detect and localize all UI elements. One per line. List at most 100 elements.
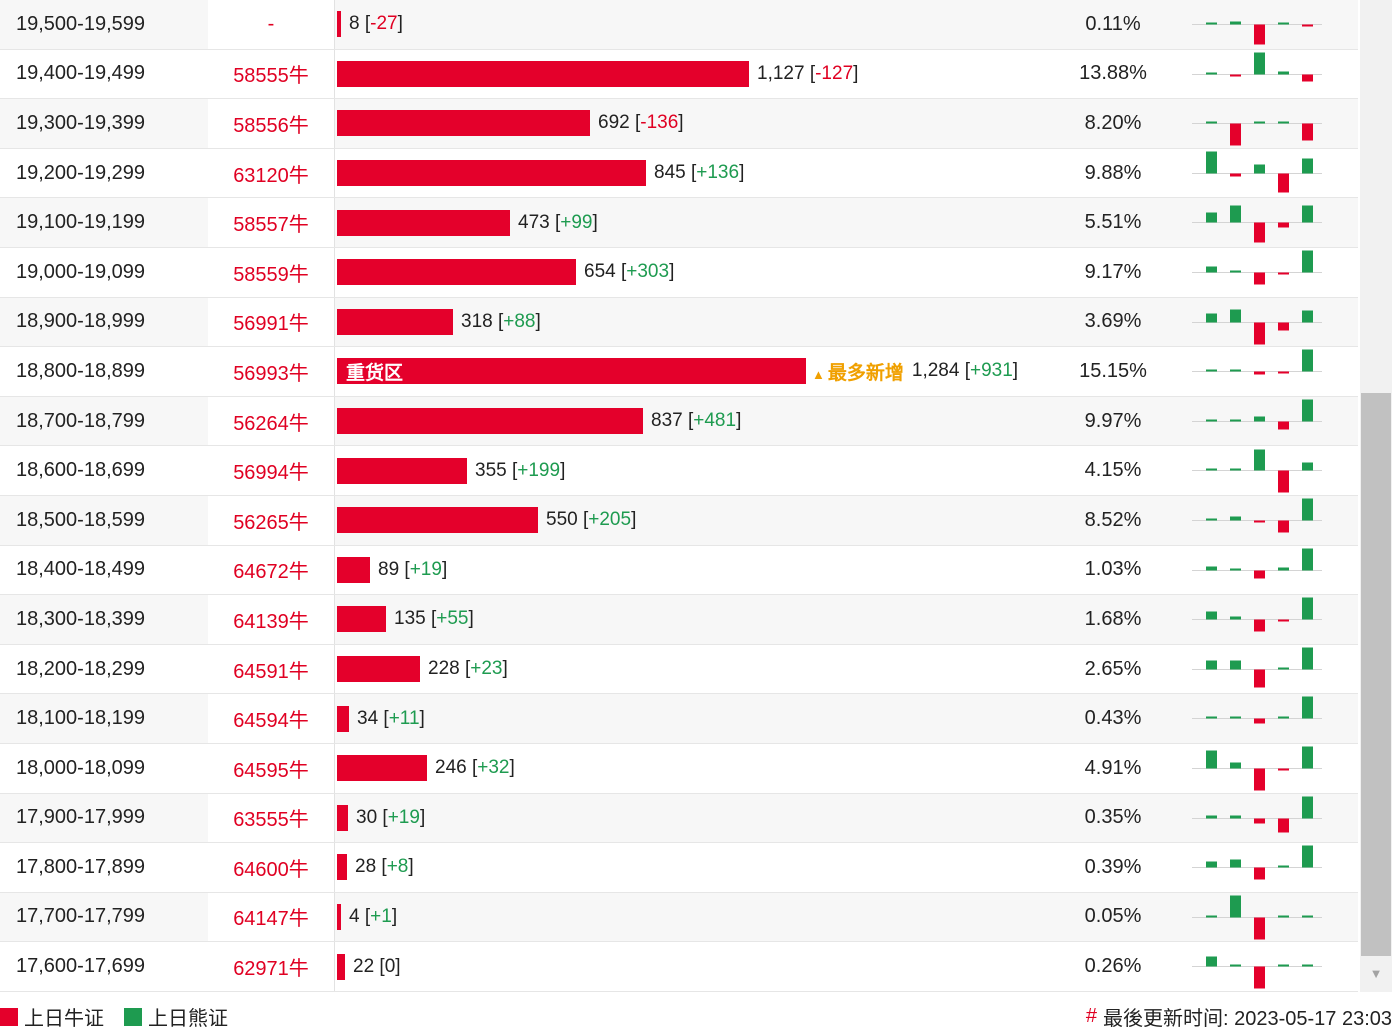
- warrant-code-link[interactable]: 64594牛: [208, 694, 335, 743]
- volume-bar: [337, 854, 347, 881]
- warrant-code-link[interactable]: 63555牛: [208, 793, 335, 843]
- bar-cell: 135 [+55]: [337, 595, 474, 644]
- volume-change: +303: [626, 261, 670, 283]
- sparkline-bar: [1302, 915, 1313, 918]
- table-row: 18,300-18,399 64139牛 135 [+55] 1.68%: [0, 595, 1358, 645]
- sparkline-bar: [1206, 716, 1217, 719]
- sparkline-bar: [1302, 548, 1313, 571]
- strike-range: 18,500-18,599: [16, 508, 146, 531]
- strike-range: 17,600-17,699: [16, 955, 146, 978]
- volume-value: 318 [+88]: [461, 310, 541, 332]
- percentage: 9.97%: [1084, 409, 1142, 432]
- sparkline-bar: [1254, 121, 1265, 124]
- strike-range: 19,000-19,099: [16, 260, 146, 283]
- percentage: 8.20%: [1084, 111, 1142, 134]
- sparkline-bar: [1230, 660, 1241, 670]
- sparkline-bar: [1302, 349, 1313, 372]
- warrant-code-link[interactable]: 58556牛: [208, 99, 335, 148]
- sparkline-bar: [1206, 212, 1217, 223]
- warrant-code-link[interactable]: 64672牛: [208, 545, 335, 595]
- sparkline-bar: [1206, 121, 1217, 124]
- volume-value: 692 [-136]: [598, 112, 684, 134]
- sparkline-bar: [1302, 24, 1313, 27]
- volume-bar: [337, 110, 590, 137]
- sparkline-bar: [1278, 567, 1289, 571]
- warrant-code-link[interactable]: 56265牛: [208, 495, 335, 545]
- history-sparkline: [1192, 597, 1322, 632]
- volume-bar: [337, 11, 341, 38]
- sparkline-bar: [1278, 470, 1289, 493]
- warrant-code-link[interactable]: 56991牛: [208, 297, 335, 347]
- strike-range: 19,500-19,599: [16, 12, 146, 35]
- scrollbar-thumb[interactable]: [1361, 393, 1391, 956]
- sparkline-bar: [1206, 915, 1217, 918]
- percentage: 0.11%: [1085, 12, 1141, 35]
- sparkline-bar: [1206, 611, 1217, 620]
- heavy-zone-label: 重货区: [346, 362, 404, 384]
- volume-number: 30: [356, 806, 378, 828]
- volume-number: 1,284: [911, 360, 960, 382]
- sparkline-bar: [1230, 964, 1241, 967]
- sparkline-bar: [1206, 72, 1217, 75]
- history-sparkline: [1192, 796, 1322, 832]
- volume-bar: [337, 308, 453, 335]
- volume-value: 228 [+23]: [428, 658, 508, 680]
- sparkline-bar: [1302, 746, 1313, 769]
- sparkline-bar: [1302, 498, 1313, 521]
- sparkline-bar: [1206, 660, 1217, 670]
- warrant-code-link[interactable]: -: [208, 0, 335, 49]
- warrant-code-link[interactable]: 56264牛: [208, 396, 335, 446]
- warrant-code-link[interactable]: 63120牛: [208, 148, 335, 198]
- sparkline-bar: [1278, 173, 1289, 193]
- warrant-code-link[interactable]: 64139牛: [208, 595, 335, 644]
- volume-change: +88: [503, 310, 536, 332]
- vertical-scrollbar[interactable]: [1360, 0, 1392, 992]
- sparkline-bar: [1254, 520, 1265, 523]
- sparkline-bar: [1230, 716, 1241, 719]
- volume-number: 246: [435, 757, 467, 779]
- table-row: 19,000-19,099 58559牛 654 [+303] 9.17%: [0, 247, 1358, 298]
- table-row: 18,700-18,799 56264牛 837 [+481] 9.97%: [0, 396, 1358, 447]
- table-row: 17,600-17,699 62971牛 22 [0] 0.26%: [0, 942, 1358, 992]
- percentage: 5.51%: [1084, 211, 1142, 234]
- volume-bar: [337, 507, 538, 534]
- sparkline-bar: [1206, 419, 1217, 422]
- bar-cell: 1,127 [-127]: [337, 50, 858, 99]
- warrant-code-link[interactable]: 64591牛: [208, 644, 335, 694]
- history-sparkline: [1192, 52, 1322, 82]
- sparkline-bar: [1230, 895, 1241, 918]
- table-row: 18,800-18,899 56993牛 重货区 ▲ 最多新增 1,284 [+931] 1…: [0, 347, 1358, 397]
- warrant-code-link[interactable]: 64147牛: [208, 892, 335, 942]
- strike-range: 17,800-17,899: [16, 855, 146, 878]
- volume-value: 135 [+55]: [394, 608, 474, 630]
- volume-value: 4 [+1]: [349, 905, 398, 927]
- percentage: 0.39%: [1084, 855, 1142, 878]
- table-row: 19,200-19,299 63120牛 845 [+136] 9.88%: [0, 148, 1358, 199]
- bar-cell: 228 [+23]: [337, 645, 508, 694]
- sparkline-bar: [1278, 915, 1289, 918]
- scroll-down-arrow-icon[interactable]: ▼: [1369, 966, 1383, 981]
- warrant-code-link[interactable]: 64600牛: [208, 843, 335, 892]
- sparkline-bar: [1278, 71, 1289, 75]
- strike-range: 18,900-18,999: [16, 310, 146, 333]
- warrant-code-link[interactable]: 62971牛: [208, 942, 335, 991]
- warrant-code-link[interactable]: 56993牛: [208, 347, 335, 396]
- volume-bar: [337, 903, 341, 930]
- warrant-code-link[interactable]: 56994牛: [208, 446, 335, 495]
- warrant-code-link[interactable]: 58557牛: [208, 198, 335, 247]
- sparkline-bar: [1254, 768, 1265, 791]
- volume-bar: [337, 755, 427, 782]
- strike-range: 18,800-18,899: [16, 359, 146, 382]
- percentage: 8.52%: [1084, 508, 1142, 531]
- volume-number: 1,127: [757, 62, 805, 84]
- bar-cell: 355 [+199]: [337, 446, 565, 495]
- warrant-code-link[interactable]: 58555牛: [208, 49, 335, 99]
- sparkline-bar: [1230, 270, 1241, 273]
- volume-change: 0: [384, 955, 396, 977]
- warrant-code-link[interactable]: 58559牛: [208, 247, 335, 297]
- bar-cell: 845 [+136]: [337, 149, 744, 198]
- sparkline-bar: [1302, 845, 1313, 868]
- warrant-code-link[interactable]: 64595牛: [208, 743, 335, 793]
- last-updated-text: 最後更新时间: 2023-05-17 23:03: [1102, 1008, 1392, 1030]
- sparkline-bar: [1254, 164, 1265, 174]
